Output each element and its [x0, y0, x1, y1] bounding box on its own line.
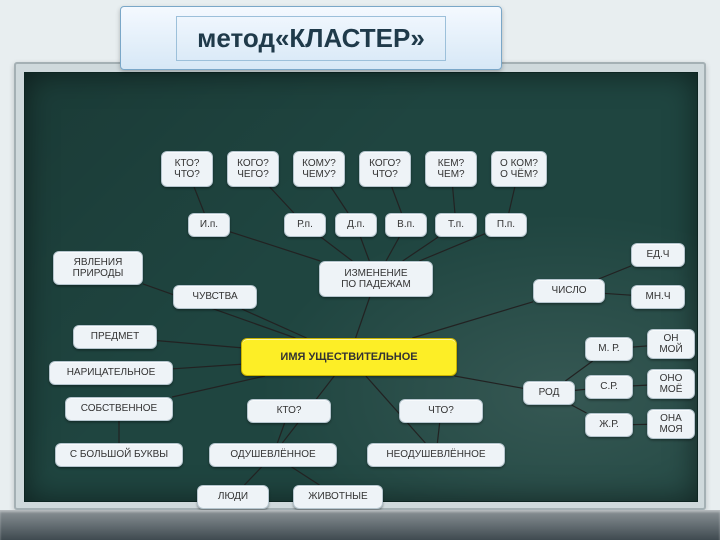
- chalkboard: ИМЯ УЩЕСТВИТЕЛЬНОЕ КТО? ЧТО? КОГО? ЧЕГО? КО…: [24, 72, 698, 502]
- node-case_ip: И.п.: [188, 213, 230, 237]
- node-neodush: НЕОДУШЕВЛЁННОЕ: [367, 443, 505, 467]
- node-chuvstva: ЧУВСТВА: [173, 285, 257, 309]
- node-q_okom: О КОМ? О ЧЁМ?: [491, 151, 547, 187]
- node-case_tp: Т.п.: [435, 213, 477, 237]
- node-zhr: Ж.Р.: [585, 413, 633, 437]
- node-lyudi: ЛЮДИ: [197, 485, 269, 509]
- node-rod: РОД: [523, 381, 575, 405]
- node-ono: ОНО МОЁ: [647, 369, 695, 399]
- node-mnch: МН.Ч: [631, 285, 685, 309]
- node-q_kogo_chto: КОГО? ЧТО?: [359, 151, 411, 187]
- node-sr: С.Р.: [585, 375, 633, 399]
- stage: ИМЯ УЩЕСТВИТЕЛЬНОЕ КТО? ЧТО? КОГО? ЧЕГО? КО…: [0, 0, 720, 540]
- node-ona: ОНА МОЯ: [647, 409, 695, 439]
- board-frame: ИМЯ УЩЕСТВИТЕЛЬНОЕ КТО? ЧТО? КОГО? ЧЕГО? КО…: [14, 62, 706, 510]
- node-predmet: ПРЕДМЕТ: [73, 325, 157, 349]
- node-kto: КТО?: [247, 399, 331, 423]
- node-bolshoy: С БОЛЬШОЙ БУКВЫ: [55, 443, 183, 467]
- title-banner: метод«КЛАСТЕР»: [120, 6, 502, 70]
- page-title: метод«КЛАСТЕР»: [176, 16, 446, 61]
- node-mr: М. Р.: [585, 337, 633, 361]
- node-izmenenie: ИЗМЕНЕНИЕ ПО ПАДЕЖАМ: [319, 261, 433, 297]
- node-case_vp: В.п.: [385, 213, 427, 237]
- node-sobstvennoe: СОБСТВЕННОЕ: [65, 397, 173, 421]
- node-q_kto_chto: КТО? ЧТО?: [161, 151, 213, 187]
- node-q_kem: КЕМ? ЧЕМ?: [425, 151, 477, 187]
- node-chto: ЧТО?: [399, 399, 483, 423]
- node-case_pp: П.п.: [485, 213, 527, 237]
- node-odush: ОДУШЕВЛЁННОЕ: [209, 443, 337, 467]
- node-on: ОН МОЙ: [647, 329, 695, 359]
- node-center: ИМЯ УЩЕСТВИТЕЛЬНОЕ: [241, 338, 457, 376]
- node-yavleniya: ЯВЛЕНИЯ ПРИРОДЫ: [53, 251, 143, 285]
- node-case_dp: Д.п.: [335, 213, 377, 237]
- node-case_rp: Р.п.: [284, 213, 326, 237]
- node-chislo: ЧИСЛО: [533, 279, 605, 303]
- node-q_komu: КОМУ? ЧЕМУ?: [293, 151, 345, 187]
- node-zhivotnye: ЖИВОТНЫЕ: [293, 485, 383, 509]
- node-edch: ЕД.Ч: [631, 243, 685, 267]
- chalk-tray: [0, 510, 720, 540]
- node-q_kogo_chego: КОГО? ЧЕГО?: [227, 151, 279, 187]
- node-naritsatelnoe: НАРИЦАТЕЛЬНОЕ: [49, 361, 173, 385]
